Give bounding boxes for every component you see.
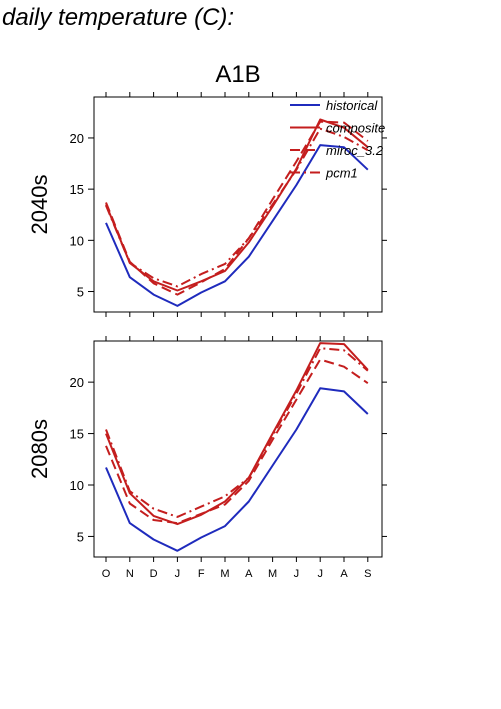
panel-2080s: 5 10 15 20 2080s <box>27 336 387 562</box>
x-tick-label: M <box>268 568 277 580</box>
y-tick-label: 5 <box>77 285 84 300</box>
series-line-pcm1 <box>105 127 369 288</box>
y-tick-label: 15 <box>70 182 84 197</box>
series-line-historical <box>105 387 369 552</box>
x-tick-label: A <box>245 568 253 580</box>
x-tick-label: O <box>102 568 111 580</box>
y-tick-label: 20 <box>70 131 84 146</box>
legend-label-composite: composite <box>326 121 385 136</box>
chart-title: A1B <box>215 61 260 88</box>
plot-frame <box>93 96 383 313</box>
x-tick-label: D <box>150 568 158 580</box>
plot-frame <box>93 340 383 558</box>
series-line-miroc_3.2 <box>105 120 369 296</box>
series-line-composite <box>105 118 369 292</box>
x-tick-label: N <box>126 568 134 580</box>
series-line-miroc_3.2 <box>105 358 369 525</box>
x-tick-label: S <box>364 568 371 580</box>
legend: historical composite miroc_3.2 pcm1 <box>290 98 385 181</box>
x-tick-label: A <box>340 568 348 580</box>
panel-2040s: 5 10 15 20 2040s <box>27 92 387 317</box>
x-tick-label: M <box>220 568 229 580</box>
y-tick-label: 15 <box>70 427 84 442</box>
x-tick-label: J <box>294 568 300 580</box>
y-axis-label: 2040s <box>27 175 52 235</box>
y-tick-label: 20 <box>70 375 84 390</box>
page-title: daily temperature (C): <box>2 4 235 31</box>
x-tick-label: F <box>198 568 205 580</box>
y-tick-label: 5 <box>77 529 84 544</box>
legend-label-pcm1: pcm1 <box>325 166 358 181</box>
y-axis-label: 2080s <box>27 419 52 479</box>
x-tick-label: J <box>317 568 323 580</box>
y-tick-label: 10 <box>70 478 84 493</box>
legend-label-miroc_3.2: miroc_3.2 <box>326 143 384 158</box>
legend-label-historical: historical <box>326 98 378 113</box>
series-line-historical <box>105 144 369 307</box>
y-tick-label: 10 <box>70 233 84 248</box>
x-tick-label: J <box>175 568 181 580</box>
series-line-pcm1 <box>105 347 369 518</box>
series-line-composite <box>105 342 369 526</box>
